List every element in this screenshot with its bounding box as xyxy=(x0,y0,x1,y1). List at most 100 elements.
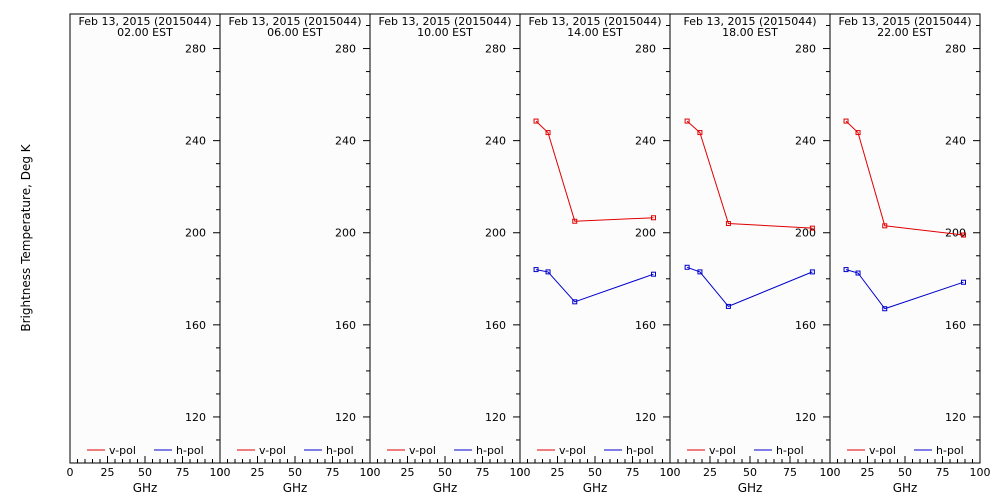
x-tick-label: 75 xyxy=(326,466,340,479)
y-axis-label: Brightness Temperature, Deg K xyxy=(19,143,33,331)
legend-label-v-pol: v-pol xyxy=(869,444,896,457)
x-tick-label: 50 xyxy=(438,466,452,479)
series-line-h-pol xyxy=(845,269,964,310)
y-tick-label: 240 xyxy=(635,135,656,148)
y-tick-label: 120 xyxy=(635,411,656,424)
data-point-v-pol xyxy=(882,223,888,229)
panel-subtitle: 22.00 EST xyxy=(877,26,933,39)
panel-subtitle: 06.00 EST xyxy=(267,26,323,39)
y-tick-label: 200 xyxy=(485,227,506,240)
data-point-h-pol xyxy=(651,271,656,277)
x-axis-label: GHz xyxy=(133,481,158,495)
data-point-v-pol xyxy=(855,130,861,136)
panel-title: Feb 13, 2015 (2015044) xyxy=(78,15,211,28)
y-tick-label: 240 xyxy=(335,135,356,148)
panels-group: Feb 13, 2015 (2015044)02.00 EST120160200… xyxy=(67,13,991,495)
x-axis-label: GHz xyxy=(283,481,308,495)
x-tick-label: 100 xyxy=(820,466,841,479)
legend-label-h-pol: h-pol xyxy=(476,444,504,457)
x-tick-label: 75 xyxy=(476,466,490,479)
y-tick-label: 160 xyxy=(635,319,656,332)
panel-subtitle: 10.00 EST xyxy=(417,26,473,39)
x-tick-label: 50 xyxy=(288,466,302,479)
data-point-v-pol xyxy=(533,118,539,124)
x-tick-label: 100 xyxy=(510,466,531,479)
x-tick-label: 75 xyxy=(936,466,950,479)
y-tick-label: 200 xyxy=(335,227,356,240)
y-tick-label: 120 xyxy=(335,411,356,424)
legend-label-h-pol: h-pol xyxy=(936,444,964,457)
x-axis-label: GHz xyxy=(893,481,918,495)
y-tick-label: 160 xyxy=(795,319,816,332)
y-tick-label: 240 xyxy=(185,135,206,148)
y-tick-label: 240 xyxy=(945,135,966,148)
data-point-h-pol xyxy=(697,269,703,275)
data-point-h-pol xyxy=(545,269,551,275)
plot-area xyxy=(70,14,220,463)
x-tick-label: 0 xyxy=(827,466,834,479)
y-tick-label: 280 xyxy=(795,43,816,56)
y-tick-label: 120 xyxy=(485,411,506,424)
y-tick-label: 120 xyxy=(795,411,816,424)
data-point-h-pol xyxy=(725,303,731,309)
series-line-h-pol xyxy=(535,269,654,303)
legend-label-v-pol: v-pol xyxy=(109,444,136,457)
panel-2: Feb 13, 2015 (2015044)06.00 EST 120 160 200… xyxy=(217,13,381,495)
plot-area xyxy=(370,14,520,463)
data-point-h-pol xyxy=(684,264,690,270)
panel-subtitle: 14.00 EST xyxy=(567,26,623,39)
panel-subtitle: 18.00 EST xyxy=(722,26,778,39)
data-point-v-pol xyxy=(572,218,578,224)
panel-6: Feb 13, 2015 (2015044)22.00 EST 120 160 200… xyxy=(827,13,991,495)
data-point-h-pol xyxy=(961,279,966,285)
plot-area xyxy=(520,14,670,463)
x-tick-label: 50 xyxy=(743,466,757,479)
x-tick-label: 25 xyxy=(401,466,415,479)
y-tick-label: 160 xyxy=(335,319,356,332)
y-tick-label: 160 xyxy=(485,319,506,332)
panel-frame xyxy=(829,13,981,464)
panel-title: Feb 13, 2015 (2015044) xyxy=(378,15,511,28)
series-line-h-pol xyxy=(686,266,813,308)
y-tick-label: 240 xyxy=(795,135,816,148)
y-tick-label: 200 xyxy=(635,227,656,240)
x-tick-label: 100 xyxy=(210,466,231,479)
legend-label-v-pol: v-pol xyxy=(709,444,736,457)
panel-1: Feb 13, 2015 (2015044)02.00 EST 120 160 200… xyxy=(67,13,231,495)
x-tick-label: 25 xyxy=(251,466,265,479)
legend-label-h-pol: h-pol xyxy=(626,444,654,457)
x-tick-label: 50 xyxy=(588,466,602,479)
data-point-h-pol xyxy=(533,267,539,273)
y-tick-label: 120 xyxy=(185,411,206,424)
x-tick-label: 50 xyxy=(898,466,912,479)
x-tick-label: 100 xyxy=(660,466,681,479)
x-tick-label: 25 xyxy=(861,466,875,479)
data-point-h-pol xyxy=(855,270,861,276)
series-line-v-pol xyxy=(845,120,964,236)
data-point-h-pol xyxy=(843,267,849,273)
x-axis-label: GHz xyxy=(738,481,763,495)
panel-title: Feb 13, 2015 (2015044) xyxy=(528,15,661,28)
y-tick-label: 160 xyxy=(185,319,206,332)
data-point-v-pol xyxy=(961,232,966,238)
series-line-v-pol xyxy=(686,120,813,229)
x-tick-label: 0 xyxy=(367,466,374,479)
data-point-v-pol xyxy=(725,221,731,227)
data-point-h-pol xyxy=(572,299,578,305)
legend-label-v-pol: v-pol xyxy=(559,444,586,457)
x-tick-label: 25 xyxy=(703,466,717,479)
data-point-h-pol xyxy=(882,306,888,312)
legend-label-h-pol: h-pol xyxy=(326,444,354,457)
x-axis-label: GHz xyxy=(433,481,458,495)
panel-title: Feb 13, 2015 (2015044) xyxy=(228,15,361,28)
plot-area xyxy=(220,14,370,463)
panel-subtitle: 02.00 EST xyxy=(117,26,173,39)
y-tick-label: 160 xyxy=(945,319,966,332)
x-axis-label: GHz xyxy=(583,481,608,495)
data-point-v-pol xyxy=(684,118,690,124)
x-tick-label: 75 xyxy=(626,466,640,479)
y-tick-label: 240 xyxy=(485,135,506,148)
x-tick-label: 0 xyxy=(217,466,224,479)
x-tick-label: 100 xyxy=(970,466,991,479)
